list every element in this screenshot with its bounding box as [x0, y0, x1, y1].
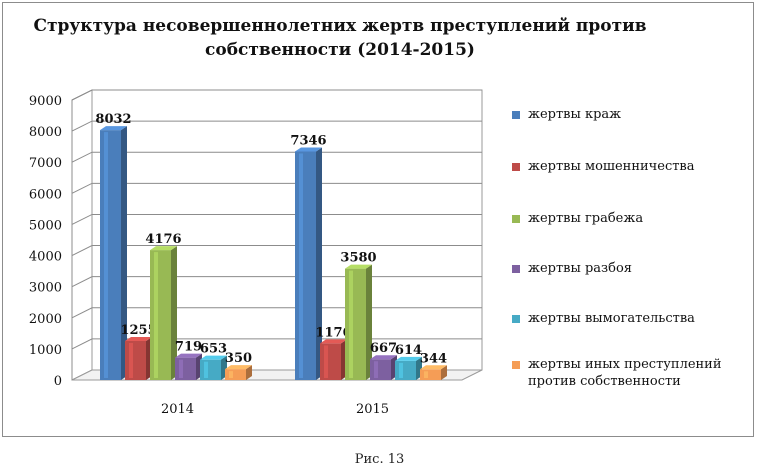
legend-label: жертвы краж [528, 107, 622, 122]
bar-highlight [204, 361, 208, 378]
bar-2-5 [395, 360, 416, 380]
legend-swatch [512, 361, 520, 369]
data-label: 653 [200, 342, 227, 357]
data-label: 667 [370, 341, 397, 356]
bar-top [345, 264, 372, 269]
bar-top [295, 147, 322, 152]
bar-highlight [299, 153, 303, 378]
data-label: 1176 [315, 325, 351, 340]
data-label: 719 [175, 340, 202, 355]
legend-swatch [512, 315, 520, 323]
data-label: 614 [395, 343, 422, 358]
legend-label: жертвы разбоя [528, 261, 632, 276]
legend-label: жертвы грабежа [528, 211, 644, 226]
y-tick-label: 2000 [29, 312, 62, 327]
bar-side [121, 126, 127, 380]
side-wall [71, 89, 93, 381]
bar-2-6 [420, 369, 441, 380]
legend-swatch [512, 163, 520, 171]
bar-side [441, 365, 447, 380]
bar-highlight [349, 270, 353, 378]
bar-highlight [374, 361, 378, 378]
bar-top [370, 355, 397, 360]
bar-highlight [399, 362, 403, 378]
bar-highlight [104, 132, 108, 378]
legend-item: жертвы вымогательства [512, 310, 695, 327]
bar-1-4 [175, 357, 196, 380]
y-tick-label: 8000 [29, 125, 62, 140]
bar-top [320, 339, 347, 344]
legend-swatch [512, 215, 520, 223]
y-tick-label: 7000 [29, 156, 62, 171]
y-tick-label: 1000 [29, 343, 62, 358]
y-tick-label: 4000 [29, 250, 62, 265]
x-category-label: 2015 [356, 402, 389, 417]
x-category-label: 2014 [161, 402, 194, 417]
legend-label: жертвы вымогательства [528, 311, 695, 326]
bar-top [150, 246, 177, 251]
legend-label: жертвы мошенничества [528, 159, 695, 174]
bar-top [175, 353, 202, 358]
bar-top [100, 126, 127, 131]
bar-2-1 [295, 151, 316, 380]
bar-side [171, 246, 177, 380]
legend-label: жертвы иных преступлений против собствен… [528, 357, 722, 389]
y-tick-label: 5000 [29, 218, 62, 233]
bar-1-3 [150, 250, 171, 380]
data-label: 350 [225, 351, 252, 366]
bar-side [246, 365, 252, 380]
data-label: 7346 [290, 133, 326, 148]
data-label: 8032 [95, 112, 131, 127]
legend-item: жертвы разбоя [512, 260, 632, 277]
bar-highlight [324, 345, 328, 378]
data-label: 4176 [145, 232, 181, 247]
gridline [71, 213, 482, 225]
gridline [71, 151, 482, 163]
bar-1-1 [100, 130, 121, 380]
y-tick-label: 3000 [29, 281, 62, 296]
bar-2-2 [320, 343, 341, 380]
legend-swatch [512, 265, 520, 273]
bar-side [316, 147, 322, 380]
bar-1-5 [200, 359, 221, 380]
gridline [71, 89, 482, 101]
bar-2-3 [345, 268, 366, 380]
bar-top [225, 365, 252, 370]
y-tick-label: 0 [54, 374, 62, 389]
legend-swatch [512, 111, 520, 119]
y-tick-label: 9000 [29, 94, 62, 109]
chart-title: Структура несовершеннолетних жертв прест… [33, 16, 647, 60]
data-label: 344 [420, 351, 447, 366]
y-tick-label: 6000 [29, 187, 62, 202]
gridline [71, 182, 482, 194]
bar-highlight [229, 371, 233, 378]
legend-item: жертвы иных преступлений против собствен… [512, 356, 747, 390]
legend-item: жертвы краж [512, 106, 621, 123]
bar-highlight [424, 371, 428, 378]
bar-highlight [154, 252, 158, 378]
bar-top [395, 356, 422, 361]
bar-top [200, 355, 227, 360]
figure-caption: Рис. 13 [354, 452, 405, 467]
gridline [71, 245, 482, 257]
data-label: 1255 [120, 323, 156, 338]
bar-2-4 [370, 359, 391, 380]
bar-highlight [129, 342, 133, 378]
bar-1-6 [225, 369, 246, 380]
bar-side [366, 264, 372, 380]
bar-highlight [179, 359, 183, 378]
bar-top [125, 336, 152, 341]
data-label: 3580 [340, 251, 376, 266]
gridline [71, 120, 482, 132]
bar-top [420, 365, 447, 370]
bar-1-2 [125, 340, 146, 380]
legend-item: жертвы грабежа [512, 210, 643, 227]
legend-item: жертвы мошенничества [512, 158, 695, 175]
